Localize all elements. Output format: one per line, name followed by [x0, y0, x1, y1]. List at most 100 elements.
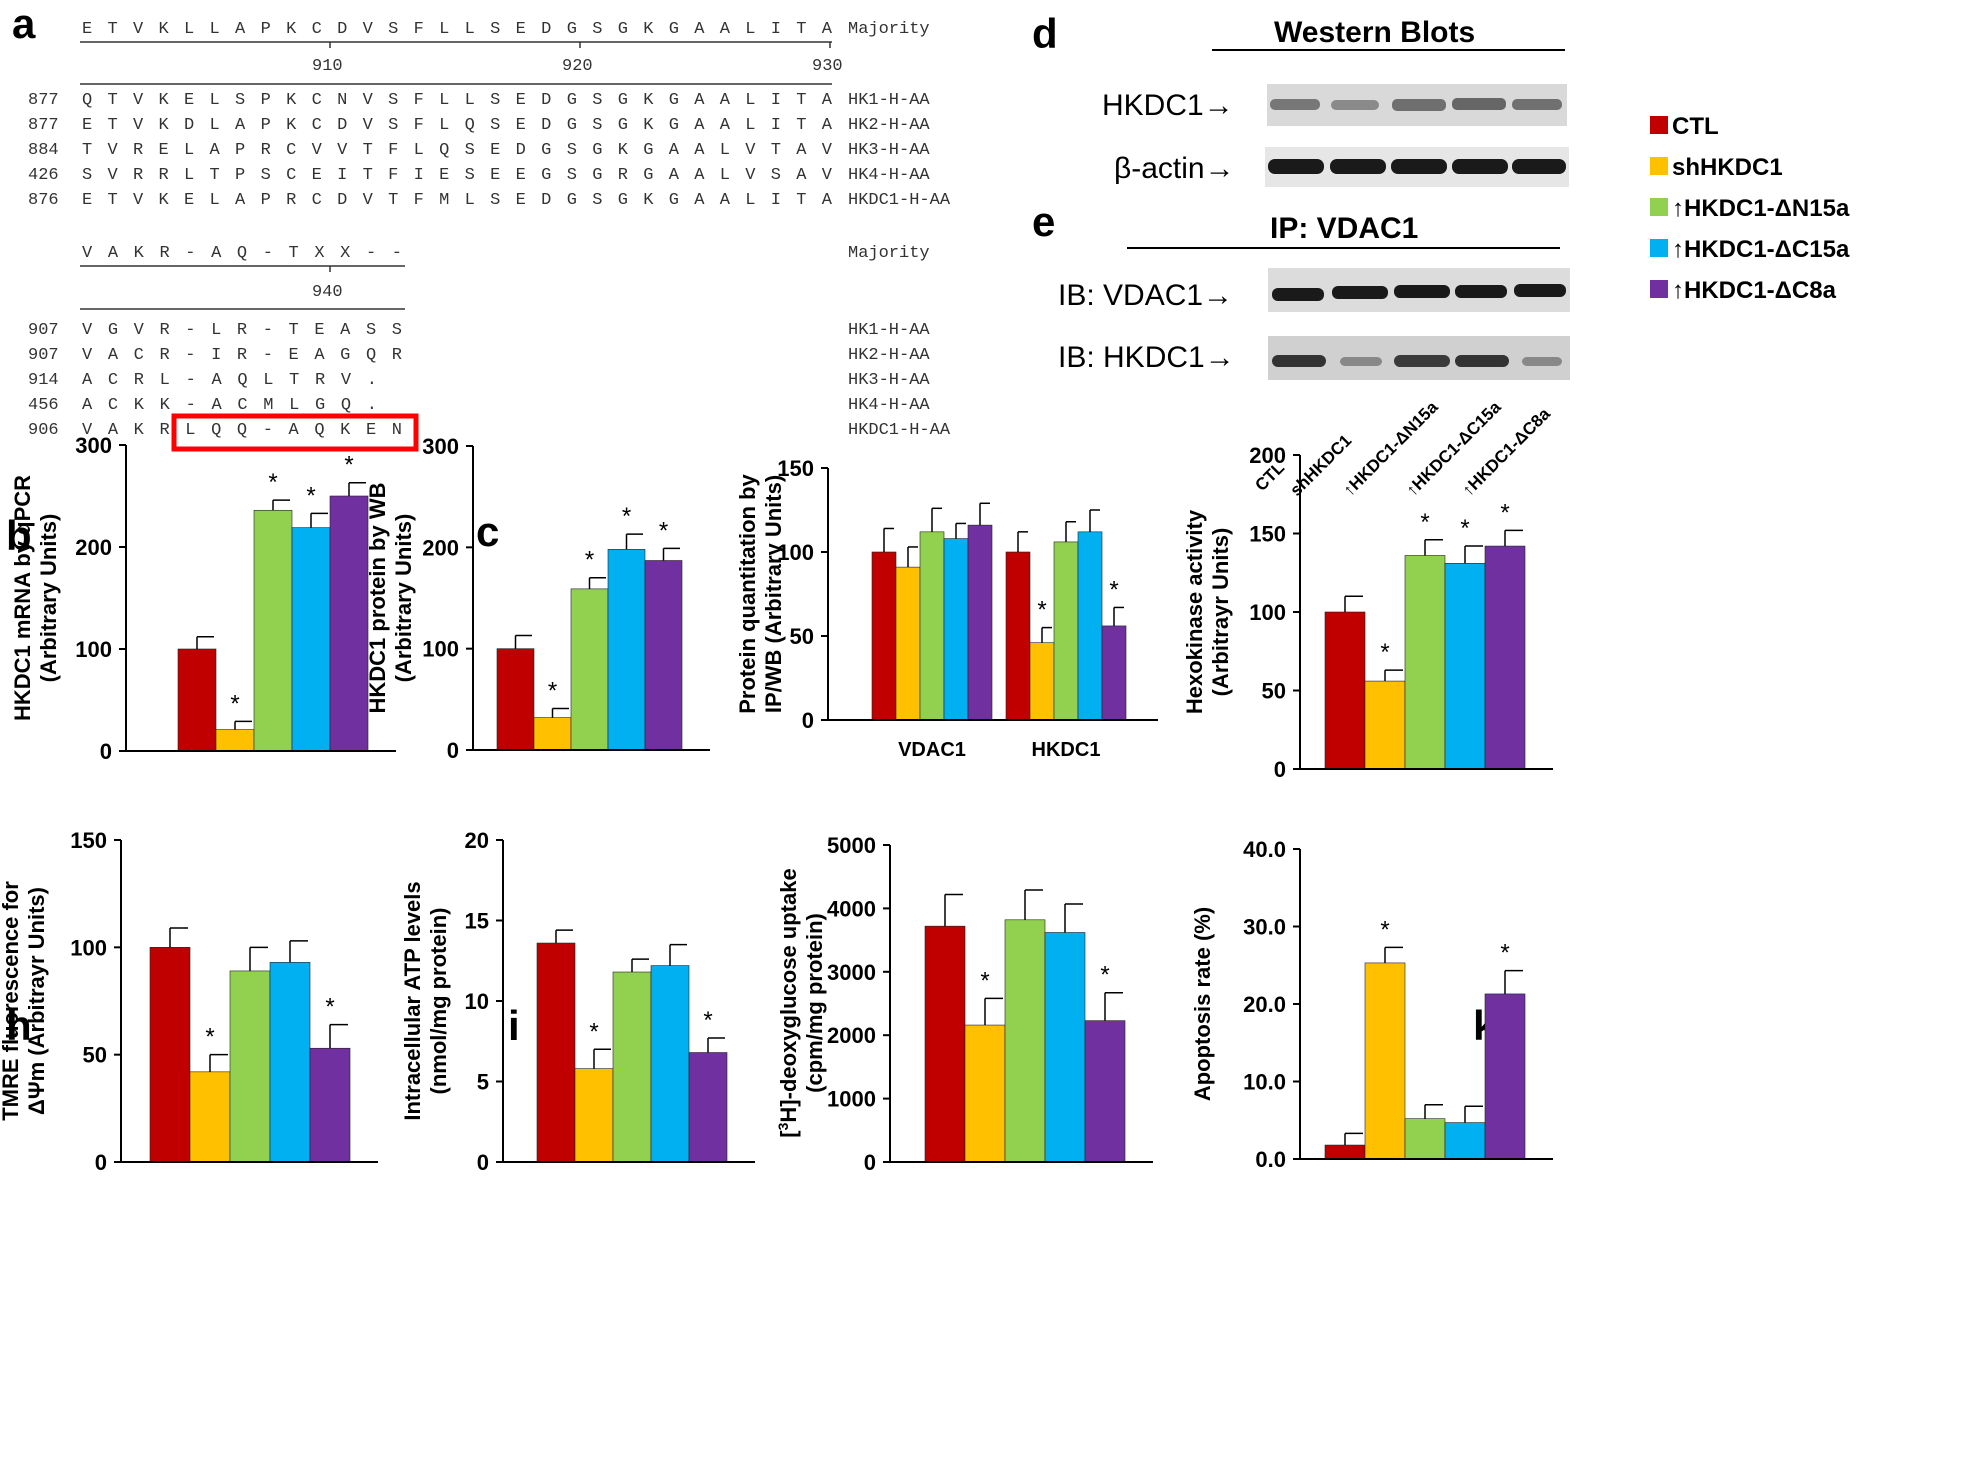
blot-band [1455, 285, 1507, 298]
y-axis-label-c: HKDC1 protein by WB(Arbitrary Units) [365, 483, 416, 714]
seq-name: HK2-H-AA [848, 116, 930, 135]
y-tick-label-b: 0 [100, 739, 112, 764]
blot-band [1514, 284, 1566, 297]
y-axis-label-g: Hexokinase activity(Arbitrayr Units) [1182, 509, 1233, 714]
significance-star-c: * [585, 547, 594, 574]
seq-row: TVRELAPRCVVTFLQSEDGSGKGAALVTAV [82, 141, 833, 160]
seq-start: 876 [28, 191, 59, 210]
y-axis-label-i: Intracellular ATP levels(nmol/mg protein… [400, 881, 451, 1120]
ruler-number: 930 [812, 57, 843, 76]
blot-band [1392, 99, 1446, 111]
y-axis-label-k: Apoptosis rate (%) [1190, 907, 1215, 1101]
blot-band [1331, 100, 1379, 110]
blot-row-label: IB: VDAC1→ [1058, 279, 1233, 312]
panel-letter-c: c [476, 508, 499, 555]
x-group-label-f: HKDC1 [1032, 739, 1101, 761]
y-tick-label-i: 0 [477, 1150, 489, 1175]
blot-band [1452, 159, 1508, 174]
blot-row-label: β-actin→ [1114, 152, 1235, 185]
y-tick-label-j: 5000 [827, 833, 876, 858]
bar-h [229, 970, 271, 1163]
bar-i [688, 1052, 728, 1163]
y-tick-label-f: 0 [802, 708, 814, 733]
bar-b [291, 527, 331, 752]
bar-f [919, 531, 945, 721]
blot-band [1455, 355, 1509, 367]
y-tick-label-b: 100 [75, 637, 112, 662]
western-title: Western Blots [1274, 16, 1475, 49]
bar-k [1444, 1122, 1486, 1160]
bar-k [1324, 1144, 1366, 1160]
legend-swatch [1650, 239, 1668, 257]
bar-i [612, 971, 652, 1163]
legend-swatch [1650, 116, 1668, 134]
bar-c [496, 648, 535, 751]
bar-i [650, 965, 690, 1163]
bar-c [533, 717, 572, 751]
bar-j [1044, 932, 1086, 1163]
legend-swatch [1650, 198, 1668, 216]
bar-h [149, 947, 191, 1163]
blot-band [1268, 159, 1324, 174]
seq-name: HKDC1-H-AA [848, 421, 951, 440]
bar-g [1404, 555, 1446, 770]
bar-f [895, 566, 921, 721]
legend-label: ↑HKDC1-ΔN15a [1672, 195, 1850, 222]
seq-name: HK1-H-AA [848, 321, 930, 340]
blot-band [1394, 285, 1450, 298]
y-tick-label-h: 50 [83, 1043, 107, 1068]
y-tick-label-i: 20 [465, 828, 489, 853]
panel-letter-h: h [6, 1002, 32, 1049]
significance-star-j: * [980, 967, 989, 994]
bar-f [1053, 541, 1079, 721]
significance-star-b: * [344, 452, 353, 479]
seq-row: ETVKELAPRCDVTFMLSEDGSGKGAALITA [82, 191, 833, 210]
blot-band [1340, 357, 1382, 366]
bar-f [871, 551, 897, 721]
y-tick-label-c: 300 [422, 434, 459, 459]
y-tick-label-h: 0 [95, 1150, 107, 1175]
x-group-label-f: VDAC1 [898, 739, 966, 761]
seq-row: ETVKDLAPKCDVSFLQSEDGSGKGAALITA [82, 116, 833, 135]
bar-h [189, 1071, 231, 1163]
bar-j [1004, 919, 1046, 1163]
ruler-number: 910 [312, 57, 343, 76]
legend: CTL shHKDC1 ↑HKDC1-ΔN15a ↑HKDC1-ΔC15a ↑H… [1650, 113, 1850, 304]
bar-i [536, 942, 576, 1163]
bar-j [924, 925, 966, 1163]
significance-star-b: * [230, 690, 239, 717]
seq-start: 907 [28, 346, 59, 365]
legend-swatch [1650, 157, 1668, 175]
y-axis-label-j: [3H]-deoxyglucose uptake(cpm/mg protein) [775, 868, 827, 1137]
blot-band [1272, 355, 1326, 367]
significance-star-i: * [589, 1018, 598, 1045]
seq-row: QTVKELSPKCNVSFLLSEDGSGKGAALITA [82, 91, 833, 110]
significance-star-h: * [325, 994, 334, 1021]
seq-name: HK1-H-AA [848, 91, 930, 110]
significance-star-c: * [548, 677, 557, 704]
seq-start: 456 [28, 396, 59, 415]
seq-name: HKDC1-H-AA [848, 191, 951, 210]
bar-j [964, 1024, 1006, 1163]
bar-c [607, 549, 646, 751]
y-tick-label-c: 0 [447, 738, 459, 763]
blot-band [1332, 286, 1388, 299]
western-blot-panel: Western Blots HKDC1→ β-actin→ IP: VDAC1 … [1058, 16, 1570, 500]
significance-star-c: * [622, 503, 631, 530]
bar-f [1005, 551, 1031, 721]
bar-f [943, 538, 969, 721]
y-tick-label-j: 0 [864, 1150, 876, 1175]
blot-band [1272, 288, 1324, 301]
y-tick-label-k: 0.0 [1255, 1147, 1286, 1172]
blot-band [1391, 159, 1447, 174]
y-tick-label-f: 150 [777, 456, 814, 481]
seq-start: 877 [28, 91, 59, 110]
ruler-number: 940 [312, 283, 343, 302]
bar-g [1444, 563, 1486, 770]
blot-band [1512, 159, 1566, 174]
seq-name: HK3-H-AA [848, 371, 930, 390]
legend-label: ↑HKDC1-ΔC15a [1672, 236, 1850, 263]
legend-label: CTL [1672, 113, 1719, 140]
y-tick-label-c: 100 [422, 637, 459, 662]
bar-c [570, 588, 609, 751]
